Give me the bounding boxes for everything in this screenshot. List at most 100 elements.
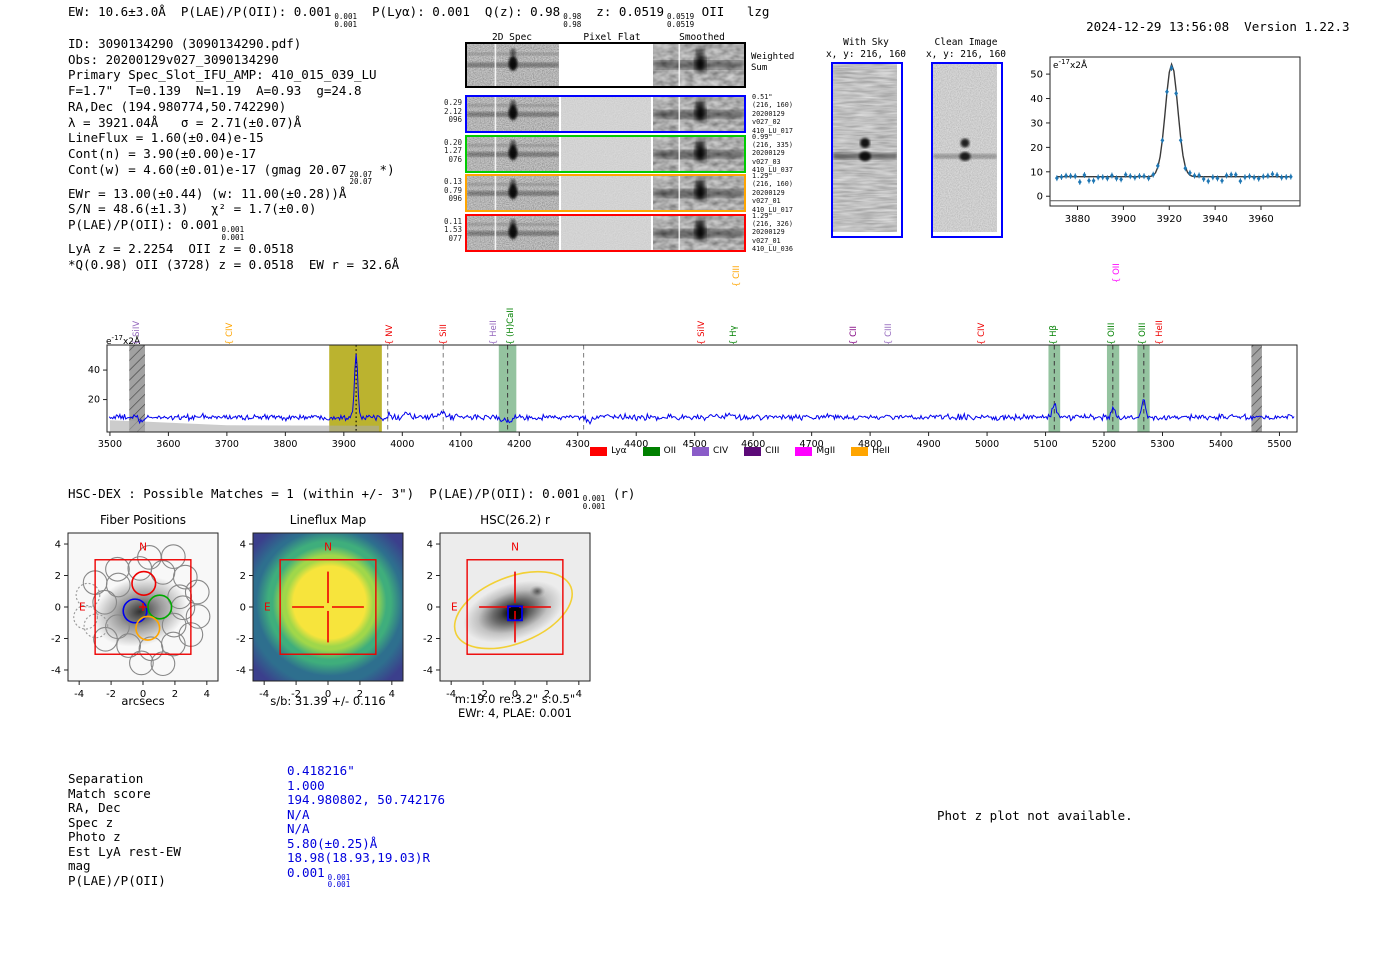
text-segment: λ = 3921.04Å σ = 2.71(±0.07)Å — [68, 114, 302, 130]
text-segment: EWr = 13.00(±0.44) (w: 11.00(±0.28))Å — [68, 185, 347, 201]
svg-text:-4: -4 — [423, 665, 433, 676]
stacked-uncertainty: 0.001 0.001 — [221, 225, 245, 242]
spec2d-row — [465, 213, 746, 252]
match-row-value: 18.98(18.93,19.03)R — [287, 850, 430, 866]
svg-text:-2: -2 — [236, 634, 246, 645]
info-line: Cont(w) = 4.60(±0.01)e-17 (gmag 20.07 20.… — [68, 162, 399, 186]
svg-text:0: 0 — [1037, 192, 1043, 203]
line-label-ciii: { CIII — [732, 265, 743, 287]
info-line: LineFlux = 1.60(±0.04)e-15 — [68, 130, 399, 146]
line-label-civ: { CIV — [976, 322, 987, 345]
text-segment: z: 0.0519 — [581, 4, 665, 19]
svg-text:20: 20 — [1030, 143, 1043, 154]
svg-text:5300: 5300 — [1150, 439, 1174, 450]
svg-text:4700: 4700 — [800, 439, 824, 450]
svg-text:4: 4 — [204, 689, 210, 700]
svg-text:5200: 5200 — [1092, 439, 1116, 450]
match-row-label: Separation — [68, 771, 144, 786]
info-line: F=1.7" T=0.139 N=1.19 A=0.93 g=24.8 — [68, 83, 399, 99]
cutout-image — [653, 176, 744, 210]
svg-text:3600: 3600 — [156, 439, 180, 450]
text-segment: HSC-DEX : Possible Matches = 1 (within +… — [68, 486, 580, 501]
legend-item-civ: CIV — [692, 446, 728, 456]
svg-text:3900: 3900 — [332, 439, 356, 450]
match-row-label: mag — [68, 858, 91, 874]
row-right-meta: 1.29" (216, 160) 20200129 v027_01 410_LU_017 — [752, 172, 793, 214]
info-line: S/N = 48.6(±1.3) χ² = 1.7(±0.0) — [68, 201, 399, 217]
stacked-uncertainty: 0.001 0.001 — [334, 12, 357, 29]
clean-image-title: Clean Image x, y: 216, 160 — [925, 37, 1007, 60]
row-left-stats: 0.13 0.79 096 — [443, 177, 462, 203]
cutout-image — [561, 136, 651, 171]
svg-text:4: 4 — [240, 540, 246, 551]
col-title-pixel-flat: Pixel Flat — [583, 32, 641, 43]
cutout-image — [467, 176, 559, 210]
svg-text:3940: 3940 — [1202, 214, 1227, 225]
row-right-meta: 0.51" (216, 160) 20200129 v027_02 410_LU_017 — [752, 93, 793, 135]
hsc-plot: -4 -4 -2 -2 0 0 2 2 4 4 N E — [402, 525, 602, 709]
weighted-sum-label: Weighted Sum — [751, 52, 795, 73]
cutout-image — [653, 215, 744, 250]
match-table-labels: Separation Match score RA, Dec Spec z Photo … — [68, 771, 181, 888]
col-title-2d-spec: 2D Spec — [491, 32, 533, 43]
match-row-label: Photo z — [68, 829, 121, 845]
stacked-uncertainty: 0.98 0.98 — [563, 12, 582, 29]
svg-text:10: 10 — [1030, 167, 1043, 178]
svg-text:-4: -4 — [236, 665, 246, 676]
hsc-xlabel-1: m:19.0 re:3.2" s:0.5" — [454, 692, 576, 706]
info-line: Obs: 20200129v027_3090134290 — [68, 52, 399, 68]
lineflux-xlabel: s/b: 31.39 +/- 0.116 — [270, 694, 386, 708]
svg-text:N: N — [511, 541, 519, 553]
svg-text:40: 40 — [1030, 94, 1043, 105]
fiber-xlabel: arcsecs — [121, 694, 165, 708]
text-segment: Obs: 20200129v027_3090134290 — [68, 51, 279, 67]
info-line: Cont(n) = 3.90(±0.00)e-17 — [68, 146, 399, 162]
weighted-sum-row — [465, 42, 746, 88]
line-label-heii: { HeII — [1155, 320, 1166, 345]
fiber-positions-plot: -4 -4 -2 -2 0 0 2 2 4 4 N E — [30, 525, 230, 709]
svg-text:4: 4 — [55, 540, 61, 551]
svg-text:30: 30 — [1030, 118, 1043, 129]
spectrum-legend: Lyα OII CIV CIII MgII HeII — [500, 446, 980, 456]
legend-swatch — [795, 446, 813, 456]
report-timestamp-version: 2024-12-29 13:56:08 Version 1.22.3 — [1056, 4, 1349, 49]
spec2d-row — [465, 174, 746, 212]
svg-text:40: 40 — [88, 365, 100, 376]
cutout-image — [653, 44, 744, 86]
svg-text:0: 0 — [325, 689, 331, 700]
svg-text:4100: 4100 — [449, 439, 473, 450]
cutout-image — [653, 136, 744, 171]
legend-swatch — [692, 446, 710, 456]
svg-text:-2: -2 — [423, 634, 433, 645]
info-line: RA,Dec (194.980774,50.742290) — [68, 99, 399, 115]
svg-text:2: 2 — [172, 689, 178, 700]
line-label-siiv: { SiIV — [697, 320, 708, 345]
legend-swatch — [744, 446, 762, 456]
svg-text:20: 20 — [88, 395, 100, 406]
stacked-uncertainty: 20.07 20.07 — [349, 169, 373, 187]
svg-text:5500: 5500 — [1267, 439, 1291, 450]
line-label-nv: { NV — [384, 324, 395, 345]
fiber-positions-title: Fiber Positions — [99, 513, 187, 527]
match-row-value: N/A — [287, 806, 310, 822]
match-row-value: N/A — [287, 821, 310, 837]
match-row-label: Match score — [68, 785, 151, 801]
text-segment: (r) — [605, 486, 636, 501]
svg-text:-2: -2 — [51, 634, 61, 645]
svg-text:-2: -2 — [291, 689, 301, 700]
svg-text:3500: 3500 — [98, 439, 122, 450]
svg-text:-4: -4 — [259, 689, 269, 700]
line-label-ciii: { CIII — [884, 323, 895, 345]
svg-text:50: 50 — [1030, 70, 1043, 81]
info-line: *Q(0.98) OII (3728) z = 0.0518 EW r = 32… — [68, 257, 399, 273]
text-segment: RA,Dec (194.980774,50.742290) — [68, 98, 287, 114]
legend-item-ciii: CIII — [744, 446, 779, 456]
svg-text:0: 0 — [512, 689, 518, 700]
text-segment: Cont(w) = 4.60(±0.01)e-17 (gmag 20.07 — [68, 161, 347, 177]
line-label-cii: { CII — [849, 325, 860, 345]
svg-text:3960: 3960 — [1248, 214, 1273, 225]
text-segment: EW: 10.6±3.0Å P(LAE)/P(OII): 0.001 — [68, 4, 332, 19]
svg-text:0: 0 — [55, 603, 61, 614]
cutout-image — [467, 97, 559, 131]
